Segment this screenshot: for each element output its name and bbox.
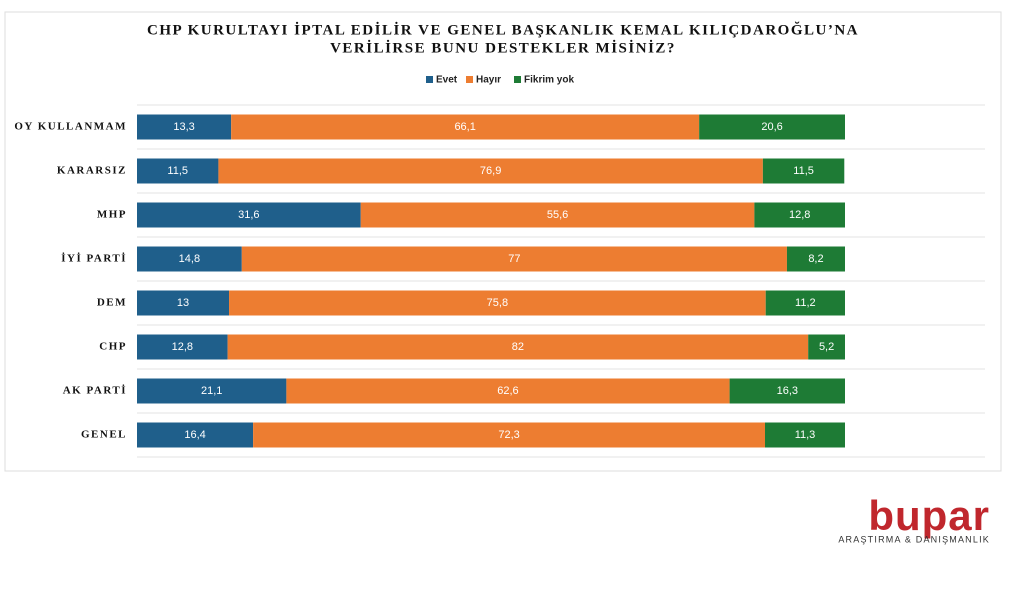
data-label: 14,8 bbox=[179, 253, 200, 265]
data-label: 72,3 bbox=[498, 429, 519, 441]
bar-segment bbox=[729, 378, 845, 404]
legend-label: Evet bbox=[436, 75, 458, 86]
bar-segment bbox=[137, 158, 219, 184]
y-tick-label: MHP bbox=[97, 209, 127, 221]
data-label: 82 bbox=[512, 341, 524, 353]
data-label: 13 bbox=[177, 297, 189, 309]
data-label: 16,3 bbox=[777, 385, 798, 397]
bar-segment bbox=[699, 114, 845, 140]
data-label: 5,2 bbox=[819, 341, 834, 353]
bar-segment bbox=[227, 334, 809, 360]
bar-segment bbox=[253, 422, 765, 448]
chart-title: CHP KURULTAYI İPTAL EDİLİR VE GENEL BAŞK… bbox=[147, 21, 859, 38]
bar-segment bbox=[786, 246, 845, 272]
data-label: 13,3 bbox=[173, 121, 194, 133]
legend-swatch bbox=[514, 76, 521, 83]
data-label: 31,6 bbox=[238, 209, 259, 221]
bar-segment bbox=[241, 246, 787, 272]
legend-swatch bbox=[426, 76, 433, 83]
data-label: 21,1 bbox=[201, 385, 222, 397]
y-tick-label: DEM bbox=[97, 297, 127, 309]
data-label: 16,4 bbox=[184, 429, 205, 441]
data-label: 11,5 bbox=[793, 165, 814, 177]
data-label: 11,2 bbox=[795, 297, 816, 309]
y-tick-label: KARARSIZ bbox=[57, 165, 127, 177]
legend-label: Hayır bbox=[476, 75, 501, 86]
bar-segment bbox=[137, 114, 232, 140]
data-label: 12,8 bbox=[789, 209, 810, 221]
bar-segment bbox=[286, 378, 730, 404]
data-label: 11,3 bbox=[795, 429, 816, 441]
chart-title: VERİLİRSE BUNU DESTEKLER MİSİNİZ? bbox=[330, 39, 676, 56]
bar-segment bbox=[360, 202, 755, 228]
data-label: 77 bbox=[508, 253, 520, 265]
data-label: 66,1 bbox=[454, 121, 475, 133]
bar-segment bbox=[137, 246, 242, 272]
bar-segment bbox=[137, 290, 230, 316]
logo-tagline: ARAŞTIRMA & DANIŞMANLIK bbox=[838, 534, 990, 544]
data-label: 11,5 bbox=[167, 165, 188, 177]
y-tick-label: OY KULLANMAM bbox=[14, 121, 127, 133]
data-label: 55,6 bbox=[547, 209, 568, 221]
bar-segment bbox=[229, 290, 766, 316]
bar-segment bbox=[231, 114, 700, 140]
bar-segment bbox=[808, 334, 845, 360]
bar-segment bbox=[764, 422, 845, 448]
bar-segment bbox=[218, 158, 763, 184]
data-label: 75,8 bbox=[487, 297, 508, 309]
data-label: 76,9 bbox=[480, 165, 501, 177]
data-label: 20,6 bbox=[761, 121, 782, 133]
bar-segment bbox=[137, 378, 287, 404]
bar-segment bbox=[137, 422, 254, 448]
legend-swatch bbox=[466, 76, 473, 83]
data-label: 12,8 bbox=[172, 341, 193, 353]
data-label: 62,6 bbox=[497, 385, 518, 397]
data-label: 8,2 bbox=[808, 253, 823, 265]
bar-segment bbox=[762, 158, 845, 184]
bar-segment bbox=[137, 202, 361, 228]
logo-name: bupar bbox=[868, 492, 990, 539]
legend-label: Fikrim yok bbox=[524, 75, 574, 86]
bar-segment bbox=[137, 334, 228, 360]
bar-segment bbox=[754, 202, 845, 228]
bar-segment bbox=[765, 290, 845, 316]
y-tick-label: GENEL bbox=[81, 429, 127, 441]
y-tick-label: İYİ PARTİ bbox=[61, 253, 127, 265]
y-tick-label: CHP bbox=[99, 341, 127, 353]
y-tick-label: AK PARTİ bbox=[63, 385, 127, 397]
